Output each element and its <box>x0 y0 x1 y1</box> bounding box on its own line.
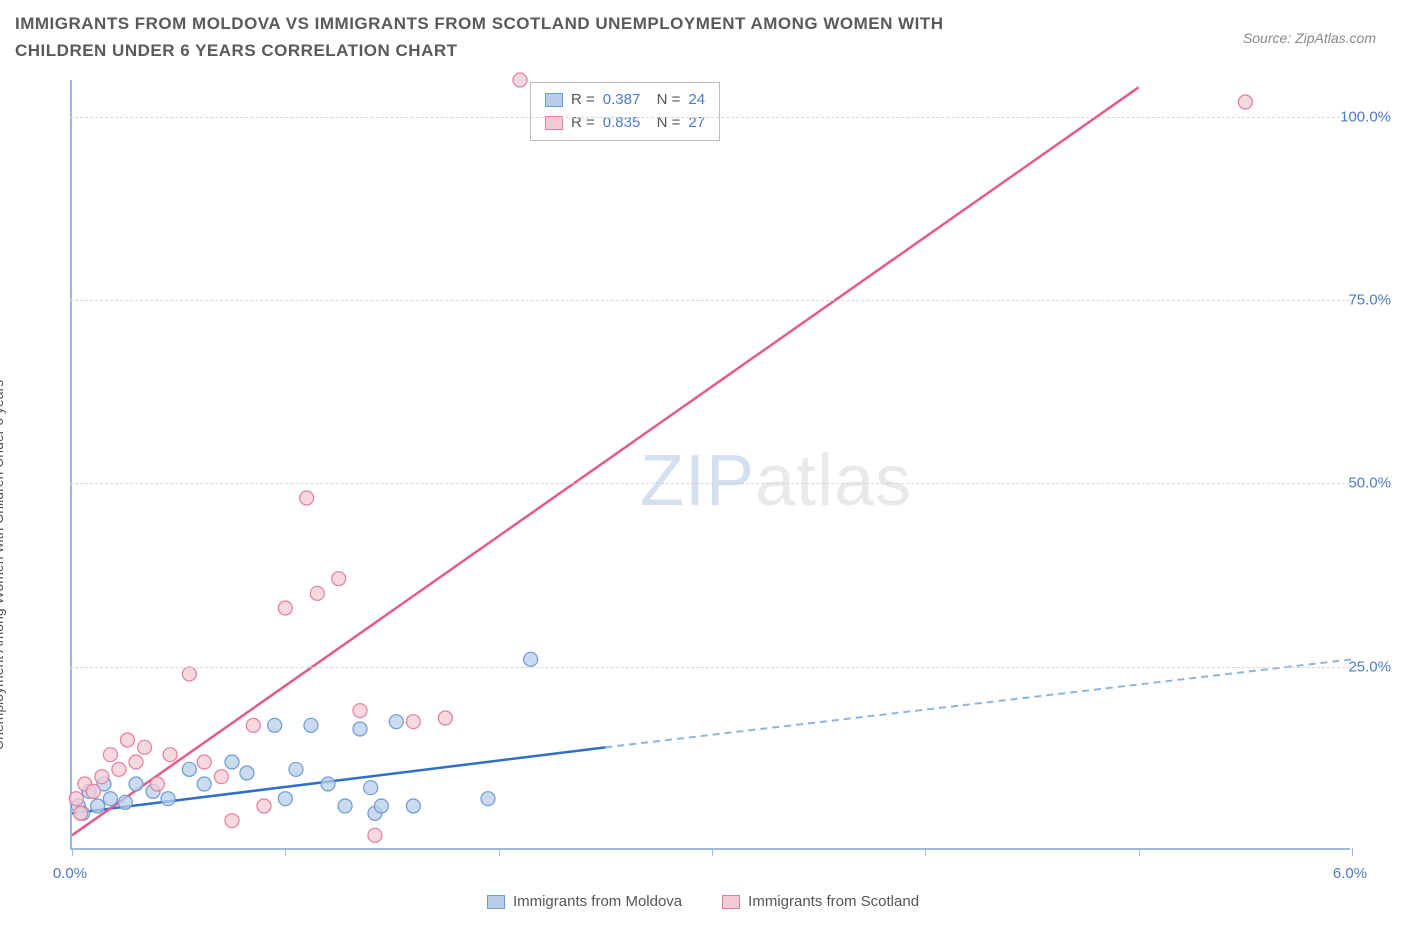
legend-n-label: N = <box>648 89 680 112</box>
x-tick <box>1139 848 1140 856</box>
x-tick-label: 6.0% <box>1333 865 1367 882</box>
legend-label-scotland: Immigrants from Scotland <box>748 893 919 910</box>
legend-row-scotland: R = 0.835 N = 27 <box>545 112 705 135</box>
x-tick <box>285 848 286 856</box>
y-axis-label: Unemployment Among Women with Children U… <box>0 380 6 750</box>
legend-r-label: R = <box>571 89 595 112</box>
x-tick <box>1352 848 1353 856</box>
legend-swatch-scotland <box>545 116 563 130</box>
chart-title: IMMIGRANTS FROM MOLDOVA VS IMMIGRANTS FR… <box>15 10 1015 64</box>
gridline <box>70 117 1350 118</box>
legend-n-value-scotland: 27 <box>688 112 705 135</box>
series-legend: Immigrants from Moldova Immigrants from … <box>0 893 1406 910</box>
legend-item-scotland: Immigrants from Scotland <box>722 893 919 910</box>
correlation-legend: R = 0.387 N = 24 R = 0.835 N = 27 <box>530 82 720 141</box>
y-tick-label: 75.0% <box>1348 292 1391 309</box>
y-tick-label: 50.0% <box>1348 475 1391 492</box>
legend-label-moldova: Immigrants from Moldova <box>513 893 682 910</box>
legend-swatch-moldova <box>545 93 563 107</box>
legend-r-value-moldova: 0.387 <box>603 89 641 112</box>
legend-r-label: R = <box>571 112 595 135</box>
legend-n-value-moldova: 24 <box>688 89 705 112</box>
chart-svg <box>72 80 1350 848</box>
x-tick <box>499 848 500 856</box>
legend-row-moldova: R = 0.387 N = 24 <box>545 89 705 112</box>
x-tick-label: 0.0% <box>53 865 87 882</box>
gridline <box>70 667 1350 668</box>
legend-n-label: N = <box>648 112 680 135</box>
y-tick-label: 100.0% <box>1340 108 1391 125</box>
legend-swatch-moldova-bottom <box>487 895 505 909</box>
x-tick <box>712 848 713 856</box>
plot-area <box>70 80 1350 850</box>
y-tick-label: 25.0% <box>1348 658 1391 675</box>
legend-r-value-scotland: 0.835 <box>603 112 641 135</box>
gridline <box>70 483 1350 484</box>
source-attribution: Source: ZipAtlas.com <box>1243 30 1376 46</box>
x-tick <box>72 848 73 856</box>
legend-swatch-scotland-bottom <box>722 895 740 909</box>
x-tick <box>925 848 926 856</box>
gridline <box>70 300 1350 301</box>
legend-item-moldova: Immigrants from Moldova <box>487 893 682 910</box>
